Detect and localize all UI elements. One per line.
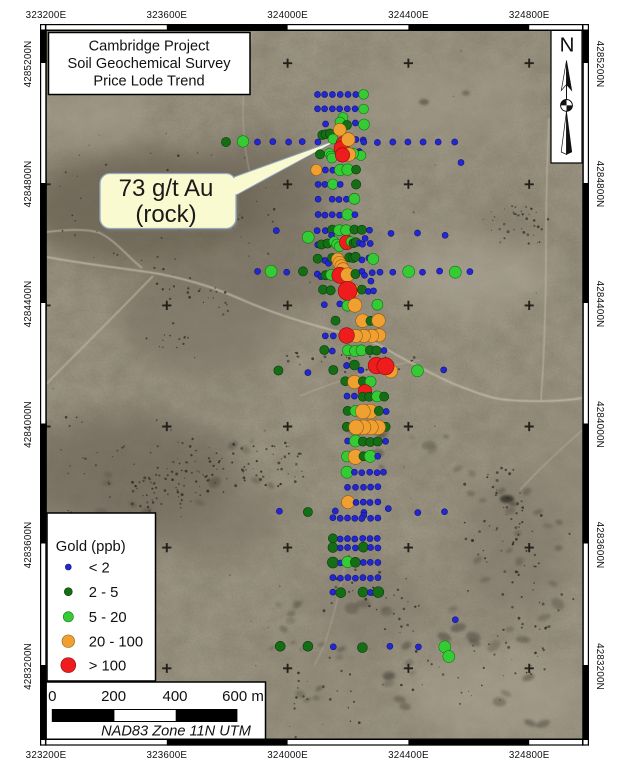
svg-text:NAD83 Zone 11N UTM: NAD83 Zone 11N UTM: [101, 724, 252, 740]
svg-text:200: 200: [101, 688, 126, 705]
svg-text:4283200N: 4283200N: [23, 643, 34, 690]
svg-text:Price Lode Trend: Price Lode Trend: [93, 74, 204, 90]
svg-text:4284000N: 4284000N: [594, 401, 605, 448]
svg-text:20 - 100: 20 - 100: [89, 635, 143, 651]
svg-text:323600E: 323600E: [146, 750, 187, 761]
svg-text:73 g/t Au: 73 g/t Au: [119, 175, 214, 202]
svg-text:(rock): (rock): [135, 201, 196, 228]
svg-text:324000E: 324000E: [267, 10, 308, 21]
svg-text:< 2: < 2: [89, 560, 110, 576]
svg-text:400: 400: [162, 688, 187, 705]
svg-text:4284400N: 4284400N: [594, 281, 605, 328]
svg-text:4284800N: 4284800N: [594, 161, 605, 208]
svg-text:4285200N: 4285200N: [23, 41, 34, 88]
svg-text:4283200N: 4283200N: [594, 643, 605, 690]
svg-text:Gold (ppb): Gold (ppb): [56, 539, 126, 555]
svg-text:2 - 5: 2 - 5: [89, 585, 119, 601]
svg-text:4284000N: 4284000N: [23, 401, 34, 448]
svg-text:324800E: 324800E: [509, 750, 550, 761]
svg-text:5 - 20: 5 - 20: [89, 610, 127, 626]
svg-text:324400E: 324400E: [388, 10, 429, 21]
svg-text:4284400N: 4284400N: [23, 281, 34, 328]
svg-text:4283600N: 4283600N: [23, 522, 34, 569]
svg-text:324000E: 324000E: [267, 750, 308, 761]
svg-text:0: 0: [48, 688, 56, 705]
svg-text:> 100: > 100: [89, 658, 126, 674]
svg-text:324400E: 324400E: [388, 750, 429, 761]
svg-text:323200E: 323200E: [26, 10, 67, 21]
svg-text:323600E: 323600E: [146, 10, 187, 21]
svg-text:324800E: 324800E: [509, 10, 550, 21]
svg-text:N: N: [560, 34, 575, 57]
svg-text:Cambridge Project: Cambridge Project: [89, 39, 210, 55]
svg-text:600 m: 600 m: [222, 688, 264, 705]
svg-text:Soil Geochemical Survey: Soil Geochemical Survey: [67, 56, 231, 72]
svg-text:4283600N: 4283600N: [594, 522, 605, 569]
svg-text:323200E: 323200E: [26, 750, 67, 761]
svg-text:4284800N: 4284800N: [23, 161, 34, 208]
svg-text:4285200N: 4285200N: [594, 41, 605, 88]
